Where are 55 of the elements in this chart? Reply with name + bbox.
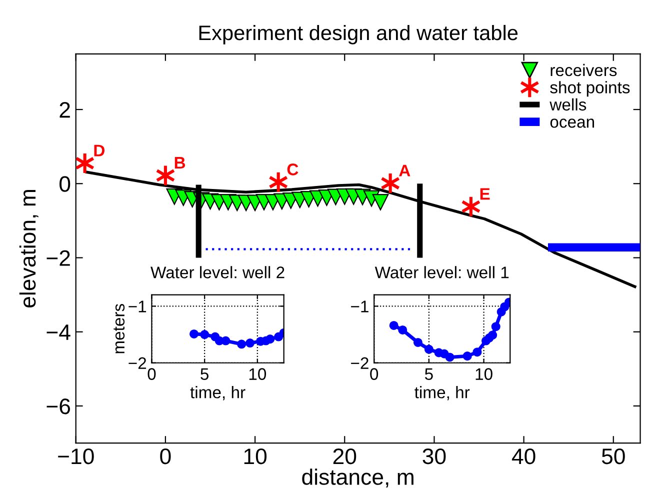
point	[189, 329, 199, 338]
point	[389, 320, 398, 330]
annotation: C	[287, 164, 298, 176]
y-tick-label: −2	[351, 357, 368, 369]
y-tick-label: −2	[128, 357, 146, 369]
x-tick-label: 5	[424, 368, 433, 380]
y-axis-title: elevation, m	[19, 190, 38, 308]
point	[445, 352, 454, 362]
point	[413, 338, 422, 347]
point	[266, 334, 275, 344]
chart-title: Experiment design and water table	[199, 24, 518, 44]
x-axis-title: time, hr	[414, 386, 470, 400]
y-axis-title: meters	[114, 304, 125, 354]
chart-title: Water level: well 1	[374, 266, 509, 278]
y-tick-label: 0	[60, 176, 70, 192]
point	[491, 322, 500, 332]
x-axis-title: time, hr	[190, 386, 246, 400]
annotation: E	[480, 188, 490, 200]
x-tick-label: −10	[58, 448, 94, 464]
point	[462, 352, 472, 361]
x-tick-label: 30	[422, 448, 446, 464]
x-tick-label: 0	[370, 368, 378, 380]
annotation: D	[94, 144, 104, 156]
point	[372, 194, 389, 210]
x-tick-label: 40	[512, 448, 536, 464]
legend-label: shot points	[550, 81, 630, 97]
point	[246, 338, 255, 348]
x-tick-label: 20	[333, 448, 356, 464]
x-tick-label: 5	[200, 368, 209, 380]
x-tick-label: 0	[148, 368, 156, 380]
x-tick-label: 10	[244, 448, 267, 464]
point	[398, 325, 408, 335]
chart-title: Water level: well 2	[150, 266, 284, 278]
point	[200, 330, 210, 340]
y-tick-label: 2	[60, 102, 70, 118]
x-tick-label: 10	[249, 368, 266, 380]
y-tick-label: −1	[128, 300, 146, 312]
point	[488, 330, 498, 340]
legend-label: wells	[550, 98, 586, 111]
point	[424, 344, 434, 354]
y-tick-label: −4	[46, 324, 70, 340]
legend-label: ocean	[550, 118, 594, 128]
annotation: A	[399, 164, 410, 176]
point	[472, 348, 482, 357]
y-tick-label: −2	[46, 250, 70, 266]
x-tick-label: 0	[160, 448, 171, 464]
point	[237, 340, 246, 349]
x-axis-title: distance, m	[302, 468, 414, 488]
point	[76, 152, 95, 174]
y-tick-label: −1	[351, 300, 368, 312]
legend-label: receivers	[550, 64, 617, 76]
x-tick-label: 10	[476, 368, 492, 380]
x-tick-label: 50	[602, 448, 625, 464]
annotation: B	[174, 157, 186, 169]
y-tick-label: −6	[46, 398, 70, 414]
